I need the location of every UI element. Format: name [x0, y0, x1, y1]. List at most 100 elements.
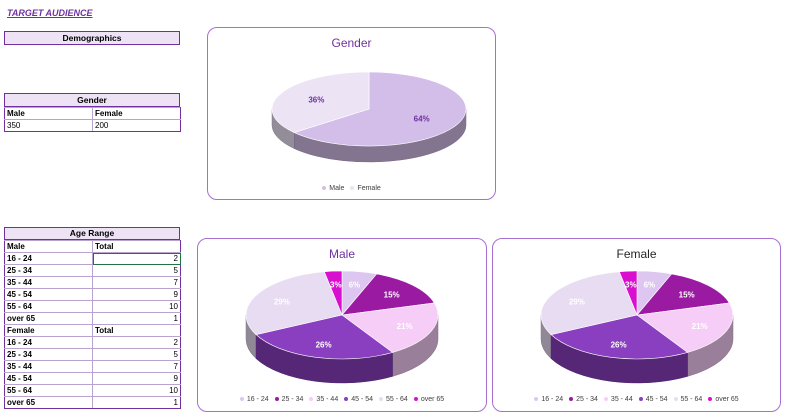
age-range-cell[interactable]: 16 - 24 [4, 252, 93, 265]
age-total-label[interactable]: Total [92, 240, 181, 253]
gender-table-header[interactable]: Gender [4, 93, 180, 107]
male-age-pie: 6% 15% 21% 26% 29% 3% [245, 270, 439, 384]
pie-slice[interactable] [636, 302, 734, 353]
legend-label: 35 - 44 [316, 396, 339, 403]
pie-slice[interactable] [341, 302, 439, 353]
age-range-cell[interactable]: 55 - 64 [4, 384, 93, 397]
legend-label: 45 - 54 [645, 396, 668, 403]
age-range-cell[interactable]: 55 - 64 [4, 300, 93, 313]
age-total-cell[interactable]: 10 [92, 384, 181, 397]
age-range-table: Male Total 16 - 24 2 25 - 34 5 35 - 44 7… [4, 240, 181, 409]
age-total-cell[interactable]: 1 [92, 396, 181, 409]
age-total-cell[interactable]: 7 [92, 360, 181, 373]
pie-slice[interactable] [323, 270, 343, 316]
legend-entry[interactable]: over 65 [413, 396, 445, 403]
pie-data-label: 15% [679, 290, 695, 299]
gender-male-value[interactable]: 350 [4, 119, 93, 132]
table-row: 55 - 64 10 [4, 384, 181, 397]
age-total-cell[interactable]: 9 [92, 288, 181, 301]
table-row: 45 - 54 9 [4, 372, 181, 385]
pie-data-label: 29% [569, 297, 585, 306]
age-range-cell[interactable]: over 65 [4, 396, 93, 409]
age-female-label[interactable]: Female [4, 324, 93, 337]
legend-entry[interactable]: 25 - 34 [569, 396, 598, 403]
gender-col-male[interactable]: Male [4, 107, 93, 120]
legend-label: 55 - 64 [386, 396, 408, 403]
age-range-cell[interactable]: 45 - 54 [4, 372, 93, 385]
legend-label: over 65 [715, 396, 739, 403]
male-age-chart[interactable]: Male 6% 15% 21% 26% 29% 3% 16 - 24 25 - 34 35 -… [197, 238, 487, 412]
age-range-cell[interactable]: 35 - 44 [4, 276, 93, 289]
pie-slice[interactable] [341, 273, 435, 316]
table-row: 35 - 44 7 [4, 276, 181, 289]
age-total-cell[interactable]: 9 [92, 372, 181, 385]
legend-entry[interactable]: Male [322, 185, 344, 192]
age-male-label[interactable]: Male [4, 240, 93, 253]
pie-data-label: 6% [644, 281, 656, 290]
legend-marker-icon [344, 397, 349, 402]
legend-marker-icon [322, 186, 327, 191]
table-row: 55 - 64 10 [4, 300, 181, 313]
legend-label: 55 - 64 [680, 396, 703, 403]
pie-data-label: 29% [274, 297, 290, 306]
table-row: over 65 1 [4, 396, 181, 409]
legend-entry[interactable]: 55 - 64 [673, 396, 703, 403]
legend-entry[interactable]: 25 - 34 [274, 396, 303, 403]
gender-col-female[interactable]: Female [92, 107, 181, 120]
gender-pie: 64% 36% [271, 71, 467, 163]
pie-slice[interactable] [618, 270, 638, 316]
legend-marker-icon [239, 397, 244, 402]
legend-label: 25 - 34 [576, 396, 598, 403]
age-total-cell[interactable]: 2 [92, 252, 181, 265]
age-total-cell[interactable]: 5 [92, 264, 181, 277]
age-range-cell[interactable]: over 65 [4, 312, 93, 325]
page-title: TARGET AUDIENCE [7, 8, 93, 18]
table-row: 25 - 34 5 [4, 348, 181, 361]
pie-slice[interactable] [245, 271, 343, 335]
age-total-cell[interactable]: 1 [92, 312, 181, 325]
pie-slice[interactable] [636, 273, 730, 316]
age-range-header[interactable]: Age Range [4, 227, 180, 240]
legend-entry[interactable]: 35 - 44 [309, 396, 338, 403]
age-total-cell[interactable]: 10 [92, 300, 181, 313]
age-total-cell[interactable]: 2 [92, 336, 181, 349]
gender-female-value[interactable]: 200 [92, 119, 181, 132]
pie-data-label: 3% [625, 280, 637, 289]
pie-data-label: 3% [330, 280, 342, 289]
pie-slice[interactable] [293, 71, 467, 147]
pie-slice[interactable] [271, 71, 370, 133]
legend-entry[interactable]: 45 - 54 [344, 396, 373, 403]
legend-entry[interactable]: 45 - 54 [638, 396, 668, 403]
pie-slice[interactable] [540, 271, 638, 335]
age-range-cell[interactable]: 25 - 34 [4, 264, 93, 277]
legend-entry[interactable]: 16 - 24 [239, 396, 269, 403]
male-chart-title: Male [328, 247, 355, 261]
legend-entry[interactable]: 16 - 24 [534, 396, 563, 403]
legend-entry[interactable]: Female [350, 185, 381, 192]
legend-entry[interactable]: 35 - 44 [603, 396, 633, 403]
legend-marker-icon [603, 397, 608, 402]
legend-label: 45 - 54 [351, 396, 374, 403]
age-total-label[interactable]: Total [92, 324, 181, 337]
age-total-cell[interactable]: 7 [92, 276, 181, 289]
age-range-cell[interactable]: 45 - 54 [4, 288, 93, 301]
legend-entry[interactable]: 55 - 64 [379, 396, 408, 403]
legend-marker-icon [534, 397, 539, 402]
age-range-cell[interactable]: 16 - 24 [4, 336, 93, 349]
legend-label: 35 - 44 [610, 396, 633, 403]
legend-label: 16 - 24 [541, 396, 564, 403]
pie-slice[interactable] [255, 314, 394, 360]
legend-entry[interactable]: over 65 [708, 396, 739, 403]
legend-label: 16 - 24 [246, 396, 269, 403]
age-range-cell[interactable]: 25 - 34 [4, 348, 93, 361]
gender-table: Male Female 350 200 [4, 107, 181, 132]
legend-marker-icon [274, 397, 279, 402]
demographics-header[interactable]: Demographics [4, 31, 180, 45]
table-row: over 65 1 [4, 312, 181, 325]
legend-label: over 65 [420, 396, 445, 403]
age-total-cell[interactable]: 5 [92, 348, 181, 361]
pie-slice[interactable] [550, 314, 689, 360]
gender-chart[interactable]: Gender 64% 36% Male Female [207, 27, 496, 200]
age-range-cell[interactable]: 35 - 44 [4, 360, 93, 373]
female-age-chart[interactable]: Female 6% 15% 21% 26% 29% 3% 16 - 24 25 - 34 35… [492, 238, 781, 412]
